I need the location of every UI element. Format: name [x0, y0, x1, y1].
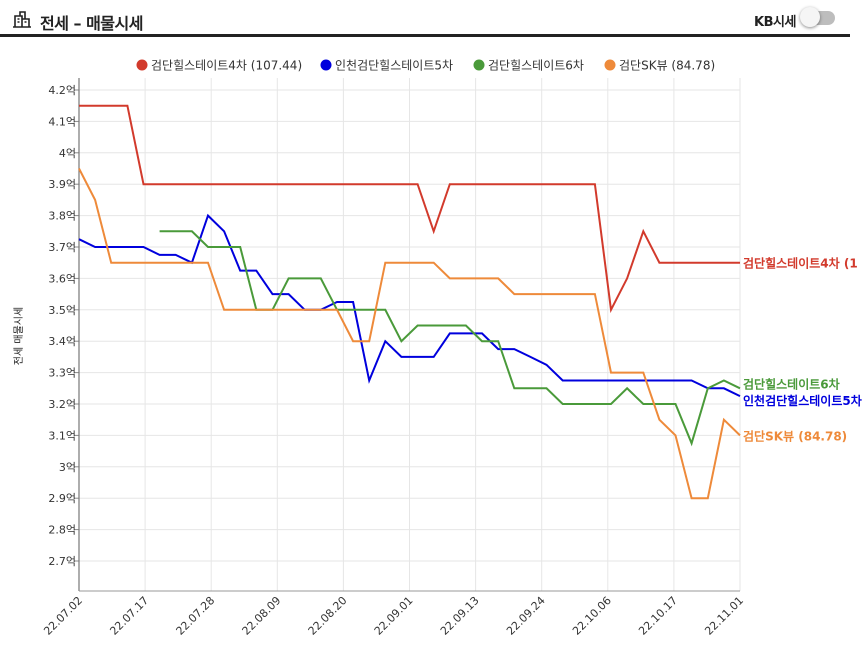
series-end-label: 검단힐스테이트4차 (1 — [743, 256, 858, 271]
legend-label: 검단힐스테이트4차 (107.44) — [151, 59, 302, 73]
y-tick-label: 2.8억 — [48, 524, 76, 537]
price-line-chart: 22.07.02 22.07.17 22.07.28 22.08.09 22.08.20… — [13, 58, 862, 638]
y-tick-label: 3.2억 — [48, 398, 76, 411]
legend-label: 검단힐스테이트6차 — [488, 59, 584, 73]
x-tick-label: 22.07.28 — [173, 594, 217, 638]
x-tick-label: 22.09.01 — [372, 594, 416, 638]
header-divider — [0, 34, 850, 37]
y-tick-label: 3.8억 — [48, 210, 76, 223]
legend-item[interactable]: 검단힐스테이트4차 (107.44) — [136, 59, 303, 73]
series-end-label: 검단힐스테이트6차 — [743, 376, 840, 391]
legend-label: 인천검단힐스테이트5차 — [335, 58, 453, 73]
legend-swatch — [473, 59, 485, 71]
y-tick-label: 2.7억 — [48, 555, 76, 568]
kb-toggle-label: KB시세 — [754, 15, 796, 30]
series-end-label: 인천검단힐스테이트5차 — [743, 393, 862, 408]
x-tick-label: 22.09.13 — [438, 594, 482, 638]
kb-toggle[interactable] — [800, 7, 835, 27]
y-tick-label: 3억 — [59, 461, 76, 474]
y-tick-label: 4.2억 — [48, 84, 76, 97]
legend-swatch — [320, 59, 332, 71]
x-tick-label: 22.08.09 — [240, 594, 284, 638]
series-lines — [78, 104, 741, 500]
x-tick-label: 22.10.06 — [570, 594, 614, 638]
legend-label: 검단SK뷰 (84.78) — [619, 59, 715, 73]
x-tick-label: 22.08.20 — [306, 594, 350, 638]
grid — [78, 78, 741, 591]
x-tick-label: 22.09.24 — [504, 594, 548, 638]
x-tick-label: 22.11.01 — [702, 594, 746, 638]
y-tick-label: 4억 — [59, 147, 76, 160]
header: 전세 – 매물시세 KB시세 — [0, 0, 868, 38]
y-tick-label: 3.4억 — [48, 335, 76, 348]
building-icon — [13, 11, 31, 28]
legend-swatch — [604, 59, 616, 71]
y-tick-label: 2.9억 — [48, 492, 76, 505]
x-tick-label: 22.10.17 — [636, 594, 680, 638]
x-tick-label: 22.07.17 — [107, 594, 151, 638]
y-tick-label: 4.1억 — [48, 115, 76, 128]
legend-swatch — [136, 59, 148, 71]
legend-item[interactable]: 인천검단힐스테이트5차 — [320, 58, 454, 73]
y-tick-label: 3.9억 — [48, 178, 76, 191]
series-line — [159, 230, 741, 447]
legend-item[interactable]: 검단SK뷰 (84.78) — [604, 59, 716, 73]
kb-toggle-knob[interactable] — [800, 7, 820, 27]
legend: 검단힐스테이트4차 (107.44) 인천검단힐스테이트5차 검단힐스테이트6차 검단… — [136, 58, 716, 73]
y-tick-label: 3.5억 — [48, 304, 76, 317]
x-tick-label: 22.07.02 — [41, 594, 85, 638]
y-tick-label: 3.3억 — [48, 367, 76, 380]
y-tick-label: 3.1억 — [48, 429, 76, 442]
y-tick-label: 3.6억 — [48, 272, 76, 285]
series-end-label: 검단SK뷰 (84.78) — [743, 428, 847, 443]
legend-item[interactable]: 검단힐스테이트6차 — [473, 59, 584, 73]
y-tick-label: 3.7억 — [48, 241, 76, 254]
series-line — [78, 168, 741, 500]
series-line — [79, 104, 740, 314]
axes: 22.07.02 22.07.17 22.07.28 22.08.09 22.08.20… — [41, 78, 746, 638]
y-axis-title: 전세 매물시세 — [13, 307, 25, 365]
page-title: 전세 – 매물시세 — [40, 14, 143, 33]
